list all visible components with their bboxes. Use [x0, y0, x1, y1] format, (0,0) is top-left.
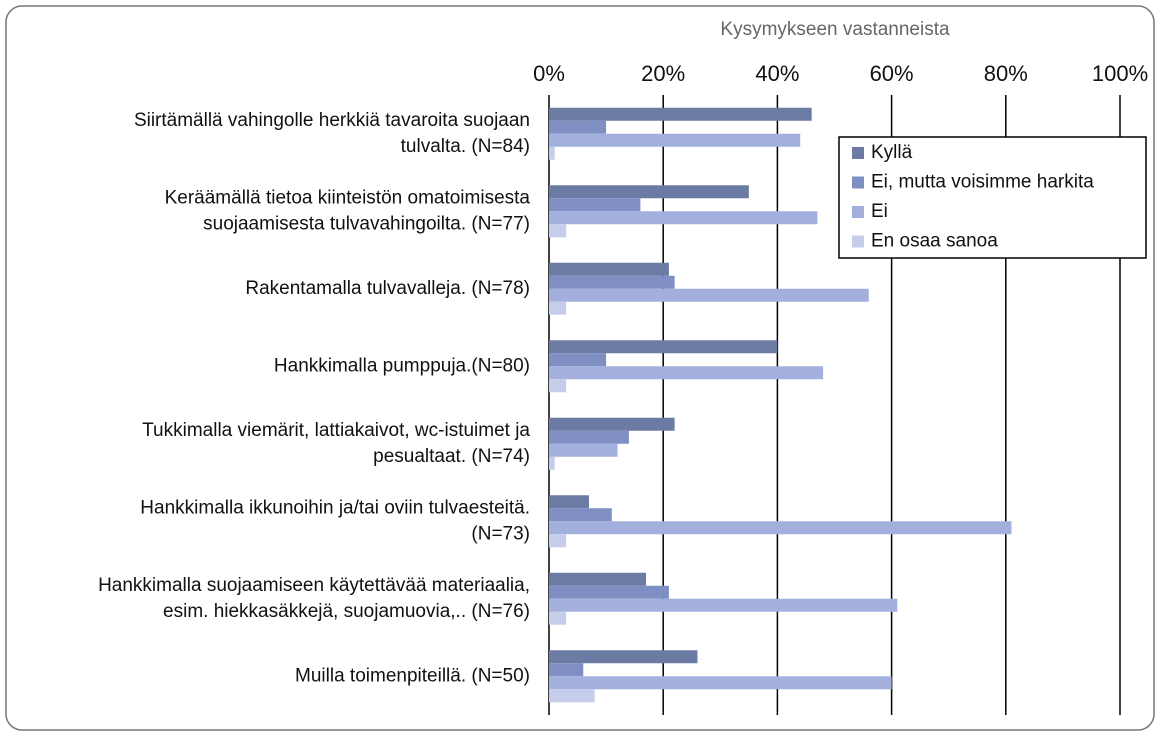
y-tick-label: Hankkimalla pumppuja.(N=80) [274, 355, 530, 376]
bar [549, 301, 567, 315]
legend-label: Ei, mutta voisimme harkita [871, 172, 1094, 193]
x-tick-label: 80% [984, 61, 1028, 86]
bar [549, 663, 584, 677]
y-tick-label: Tukkimalla viemärit, lattiakaivot, wc-is… [142, 420, 530, 467]
bar [549, 495, 589, 509]
axis-title: Kysymykseen vastanneista [720, 19, 950, 40]
y-tick-label: Keräämällä tietoa kiinteistön omatoimise… [165, 187, 531, 234]
bar [549, 598, 898, 612]
bar [549, 224, 567, 238]
bar [549, 107, 812, 121]
bar [549, 585, 669, 599]
bar [549, 340, 778, 354]
bar [549, 146, 555, 160]
bar [549, 379, 567, 393]
y-tick-label: Muilla toimenpiteillä. (N=50) [295, 665, 530, 686]
bar [549, 275, 675, 289]
y-tick-label: Rakentamalla tulvavalleja. (N=78) [245, 278, 530, 299]
bar [549, 288, 869, 302]
legend-label: En osaa sanoa [871, 231, 998, 252]
bar [549, 508, 612, 522]
y-tick-label: Hankkimalla ikkunoihin ja/tai oviin tulv… [140, 497, 530, 544]
legend-label: Kyllä [871, 142, 913, 163]
x-tick-label: 60% [870, 61, 914, 86]
legend-box [838, 136, 1147, 259]
bar [549, 120, 607, 134]
bar [549, 366, 824, 380]
bar [549, 650, 698, 664]
legend-label: Ei [871, 201, 888, 222]
y-tick-label: Siirtämällä vahingolle herkkiä tavaroita… [134, 110, 530, 157]
bar [549, 417, 675, 431]
bar [549, 676, 892, 690]
x-tick-label: 100% [1092, 61, 1148, 86]
bar [549, 572, 647, 586]
x-tick-label: 20% [641, 61, 685, 86]
bar [549, 456, 555, 470]
bar [549, 443, 618, 457]
bar [549, 611, 567, 625]
bar [549, 198, 641, 212]
legend-swatch [852, 235, 864, 248]
legend-swatch [852, 147, 864, 159]
bar [549, 185, 749, 199]
bar [549, 430, 629, 444]
bar [549, 211, 818, 225]
bar [549, 534, 567, 548]
bar [549, 353, 607, 367]
x-tick-label: 0% [533, 61, 565, 86]
legend-swatch [852, 176, 864, 189]
x-tick-label: 40% [755, 61, 799, 86]
bar [549, 689, 595, 703]
bar [549, 521, 1012, 535]
legend-swatch [852, 206, 864, 218]
bar [549, 133, 801, 147]
y-tick-label: Hankkimalla suojaamiseen käytettävää mat… [98, 575, 530, 622]
bar [549, 262, 669, 276]
